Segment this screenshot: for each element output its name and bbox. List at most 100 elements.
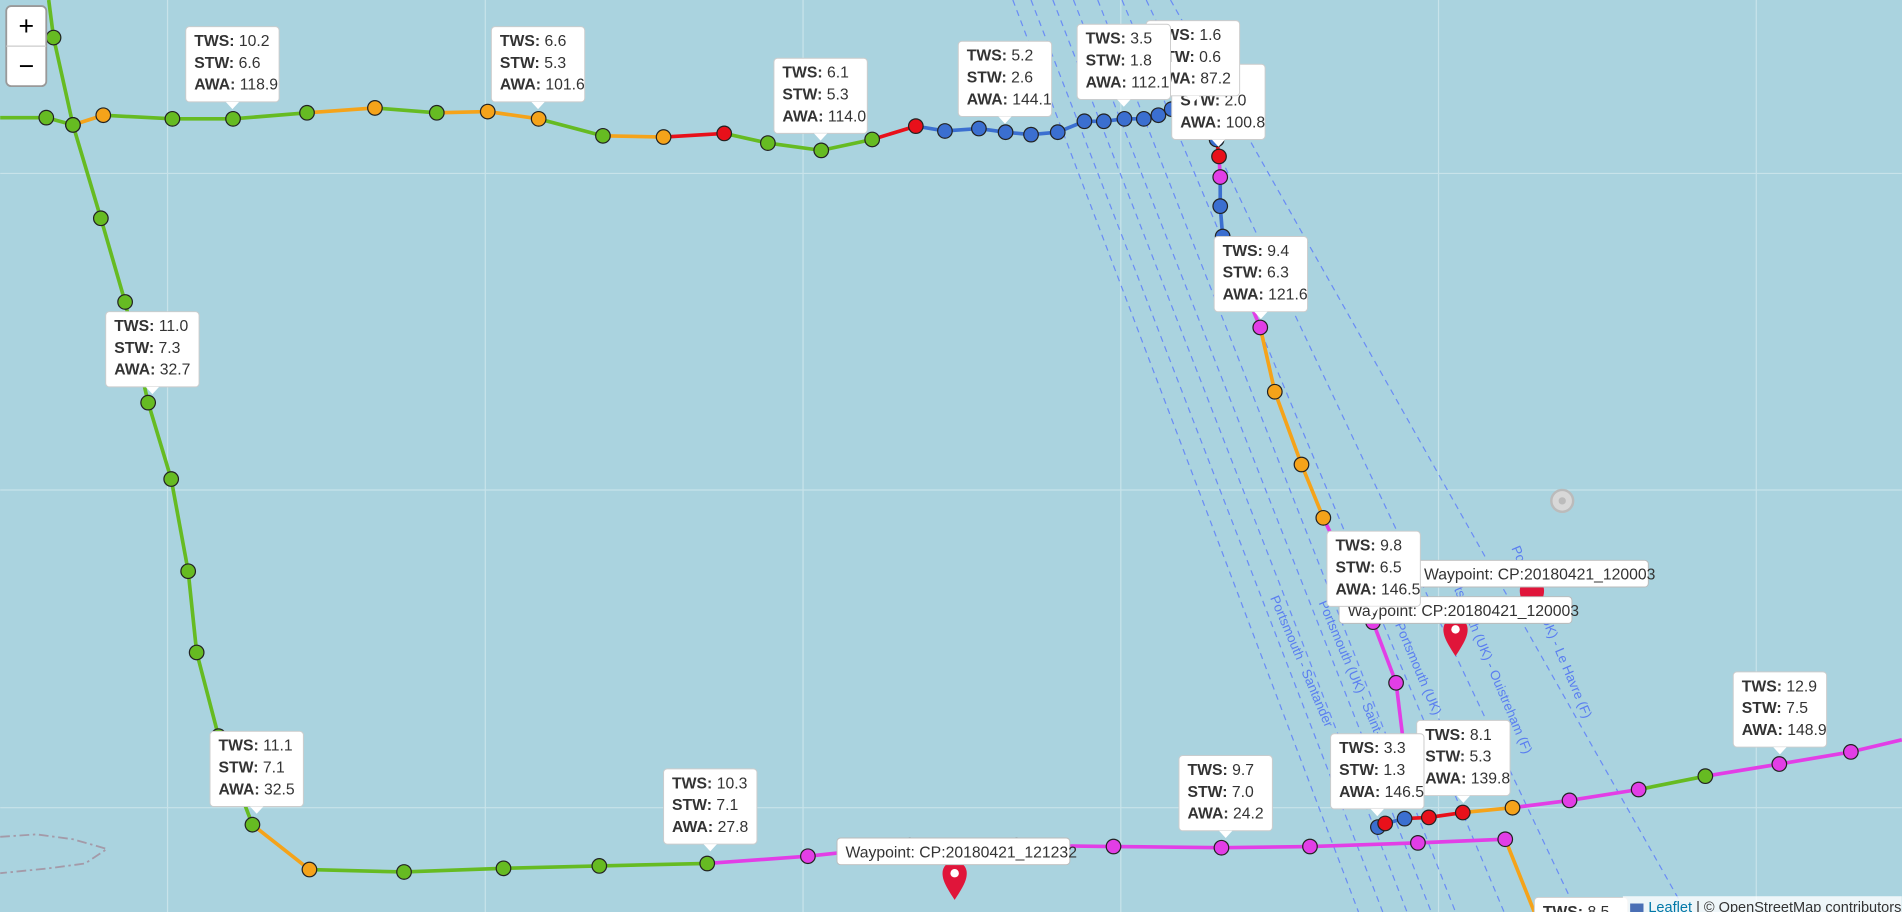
tooltip-key: TWS: <box>1223 243 1263 260</box>
track-point <box>1377 815 1394 832</box>
track-segment <box>602 134 664 139</box>
tooltip-key: TWS: <box>114 318 154 335</box>
tooltip-key: AWA: <box>672 819 713 836</box>
tooltip-value: 8.1 <box>1470 727 1492 744</box>
tooltip-row: AWA: 32.5 <box>218 781 294 798</box>
track-point <box>479 103 496 120</box>
track-point <box>1315 509 1332 526</box>
track-segment <box>1113 844 1222 850</box>
tooltip-value: 7.5 <box>1786 700 1808 717</box>
tooltip-row: TWS: 11.0 <box>114 318 188 335</box>
track-point <box>1420 809 1437 826</box>
tooltip-pointer <box>1186 95 1200 104</box>
tooltip-value: 6.1 <box>827 65 849 82</box>
tooltip-pointer <box>703 844 717 852</box>
track-segment <box>820 137 873 153</box>
track-point <box>530 110 547 127</box>
tooltip-key: AWA: <box>1086 74 1127 91</box>
track-point <box>1213 839 1230 856</box>
tooltip-key: AWA: <box>218 781 259 798</box>
track-segment <box>1512 798 1570 810</box>
tooltip-key: STW: <box>218 760 258 777</box>
track-point <box>396 864 412 880</box>
tooltip-value: 24.2 <box>1233 806 1264 823</box>
tooltip-key: AWA: <box>782 108 823 125</box>
track-segment <box>1779 750 1852 766</box>
track-point <box>716 125 733 142</box>
track-point <box>1497 831 1514 848</box>
tooltip-row: TWS: 10.2 <box>194 33 269 50</box>
track-point <box>1293 456 1310 473</box>
track-point <box>1771 756 1788 772</box>
leaflet-link[interactable]: Leaflet <box>1648 900 1692 912</box>
tooltip-value: 9.4 <box>1267 243 1289 260</box>
track-point <box>1302 838 1318 855</box>
popup-box <box>836 837 1071 866</box>
tooltip-value: 6.6 <box>544 33 566 50</box>
tooltip-row: AWA: 114.0 <box>782 108 866 125</box>
track-segment <box>1299 463 1326 519</box>
tooltip-key: STW: <box>1187 784 1227 801</box>
tooltip-pointer <box>250 806 264 814</box>
track-point <box>1105 838 1122 855</box>
track-segment <box>1503 838 1537 912</box>
tooltip-row: TWS: 3.3 <box>1339 740 1406 757</box>
track-point <box>1049 124 1066 141</box>
zoom-in[interactable]: + <box>18 11 34 41</box>
track-segment <box>487 109 539 121</box>
tooltip-key: AWA: <box>1187 806 1228 823</box>
tooltip-key: AWA: <box>967 91 1008 108</box>
tooltip-key: TWS: <box>782 65 822 82</box>
tooltip-key: TWS: <box>1543 904 1583 912</box>
tooltip-key: STW: <box>967 69 1007 86</box>
tooltip-key: AWA: <box>1335 581 1376 598</box>
tooltip-row: STW: 2.6 <box>967 69 1033 86</box>
tooltip-row: STW: 7.0 <box>1187 784 1253 801</box>
tooltip-value: 9.8 <box>1380 538 1402 555</box>
tooltip-value: 5.2 <box>1011 48 1033 65</box>
tooltip-key: AWA: <box>1425 770 1466 787</box>
tooltip-value: 1.3 <box>1383 762 1405 779</box>
tooltip-value: 139.8 <box>1471 770 1511 787</box>
track-point <box>1023 126 1039 143</box>
tooltip-key: TWS: <box>194 33 234 50</box>
track-segment <box>767 141 822 153</box>
track-point <box>244 816 261 833</box>
tooltip-row: TWS: 10.3 <box>672 775 748 792</box>
track-point <box>188 644 205 661</box>
tooltip-key: TWS: <box>672 775 712 792</box>
track-point <box>1410 834 1426 851</box>
track-segment <box>1309 841 1418 849</box>
track-segment <box>1705 762 1780 778</box>
tooltip-row: STW: 5.3 <box>782 86 848 103</box>
track-point <box>907 118 924 135</box>
popups: Waypoint: CP:20180421_120003 Waypoint: CP… <box>105 20 1828 912</box>
tooltip-row: TWS: 8.5 <box>1543 904 1610 912</box>
track-segment <box>309 867 405 874</box>
tooltip-value: 7.3 <box>159 340 181 357</box>
tooltip-value: 7.0 <box>1232 784 1254 801</box>
tooltip-value: 101.6 <box>545 77 585 94</box>
track-segment <box>232 110 308 121</box>
tooltip-value: 114.0 <box>828 108 866 125</box>
tooltip-key: TWS: <box>1339 740 1379 757</box>
zoom-out[interactable]: − <box>18 51 34 81</box>
track-segment <box>538 117 604 138</box>
tooltip-value: 5.3 <box>827 86 849 103</box>
track-point <box>971 120 987 137</box>
tooltip-row: TWS: 9.8 <box>1335 538 1402 555</box>
track-point <box>1212 198 1229 215</box>
tooltip-key: TWS: <box>218 738 258 755</box>
track-point <box>591 858 608 874</box>
track-point <box>1561 792 1578 809</box>
tooltip-key: STW: <box>1086 52 1126 69</box>
tooltip-row: STW: 6.6 <box>194 55 260 72</box>
attribution-text: Leaflet | © OpenStreetMap contributors <box>1648 900 1901 912</box>
track-point <box>163 471 180 487</box>
tooltip-row: TWS: 9.4 <box>1223 243 1290 260</box>
track-segment <box>1569 787 1639 803</box>
track-point <box>1076 113 1093 130</box>
